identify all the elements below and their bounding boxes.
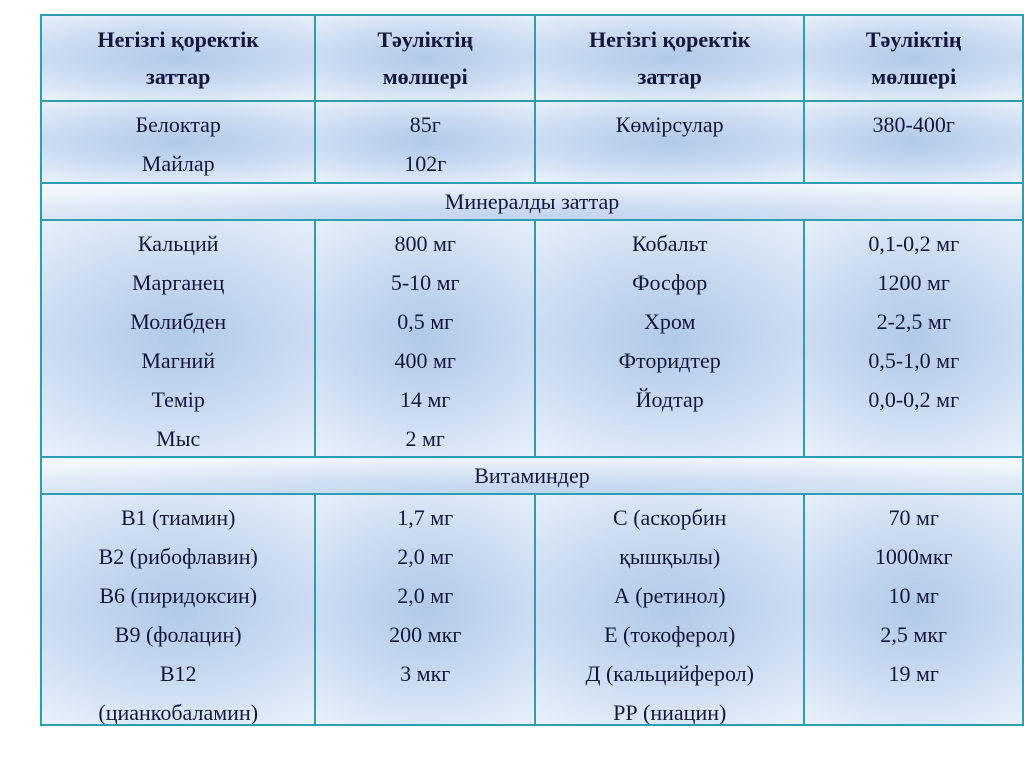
cell-proteins-fats-names: Белоктар Майлар (42, 102, 317, 184)
cell-minerals-right-names: Кобальт Фосфор Хром Фторидтер Йодтар (535, 221, 806, 458)
cell-vitamins-right-names: С (аскорбин қышқылы) А (ретинол) Е (токо… (535, 495, 806, 726)
section-title-vitamins: Витаминдер (42, 458, 1024, 495)
cell-carbohydrates-amount: 380-400г (805, 102, 1024, 184)
nutrition-table: Негізгі қоректік заттар Тәуліктің мөлшер… (40, 14, 1024, 726)
cell-vitamins-right-amounts: 70 мг 1000мкг 10 мг 2,5 мкг 19 мг (805, 495, 1024, 726)
cell-minerals-left-amounts: 800 мг 5-10 мг 0,5 мг 400 мг 14 мг 2 мг (316, 221, 536, 458)
header-amount-right: Тәуліктің мөлшері (805, 16, 1024, 102)
header-nutrients-left: Негізгі қоректік заттар (42, 16, 317, 102)
cell-minerals-left-names: Кальций Марганец Молибден Магний Темір М… (42, 221, 317, 458)
header-amount-left: Тәуліктің мөлшері (316, 16, 536, 102)
cell-vitamins-left-amounts: 1,7 мг 2,0 мг 2,0 мг 200 мкг 3 мкг (316, 495, 536, 726)
cell-minerals-right-amounts: 0,1-0,2 мг 1200 мг 2-2,5 мг 0,5-1,0 мг 0… (805, 221, 1024, 458)
header-nutrients-right: Негізгі қоректік заттар (535, 16, 806, 102)
section-title-minerals: Минералды заттар (42, 184, 1024, 221)
cell-vitamins-left-names: В1 (тиамин) В2 (рибофлавин) В6 (пиридокс… (42, 495, 317, 726)
cell-carbohydrates-name: Көмірсулар (535, 102, 806, 184)
cell-proteins-fats-amounts: 85г 102г (316, 102, 536, 184)
